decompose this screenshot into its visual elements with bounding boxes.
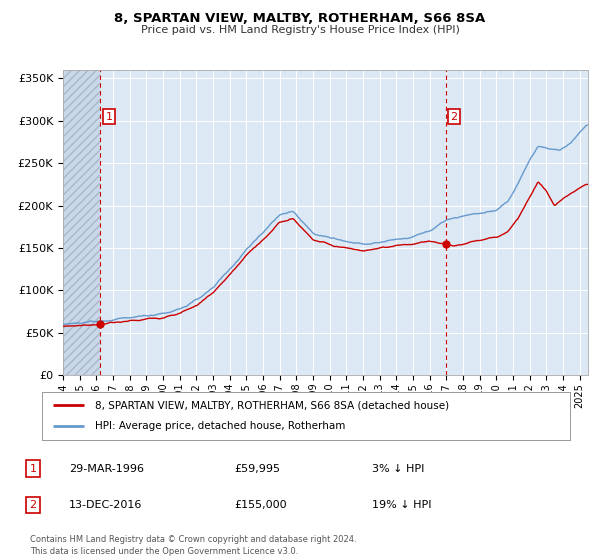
Text: 8, SPARTAN VIEW, MALTBY, ROTHERHAM, S66 8SA: 8, SPARTAN VIEW, MALTBY, ROTHERHAM, S66 …	[115, 12, 485, 25]
Text: Contains HM Land Registry data © Crown copyright and database right 2024.
This d: Contains HM Land Registry data © Crown c…	[30, 535, 356, 556]
Text: 1: 1	[106, 111, 112, 122]
Text: 2: 2	[29, 500, 37, 510]
Bar	[63, 70, 100, 375]
Text: 19% ↓ HPI: 19% ↓ HPI	[372, 500, 431, 510]
Text: 1: 1	[29, 464, 37, 474]
Text: 2: 2	[451, 111, 458, 122]
Text: HPI: Average price, detached house, Rotherham: HPI: Average price, detached house, Roth…	[95, 421, 345, 431]
Text: £59,995: £59,995	[234, 464, 280, 474]
Text: £155,000: £155,000	[234, 500, 287, 510]
Text: Price paid vs. HM Land Registry's House Price Index (HPI): Price paid vs. HM Land Registry's House …	[140, 25, 460, 35]
Text: 3% ↓ HPI: 3% ↓ HPI	[372, 464, 424, 474]
Text: 13-DEC-2016: 13-DEC-2016	[69, 500, 142, 510]
Text: 29-MAR-1996: 29-MAR-1996	[69, 464, 144, 474]
Text: 8, SPARTAN VIEW, MALTBY, ROTHERHAM, S66 8SA (detached house): 8, SPARTAN VIEW, MALTBY, ROTHERHAM, S66 …	[95, 400, 449, 410]
